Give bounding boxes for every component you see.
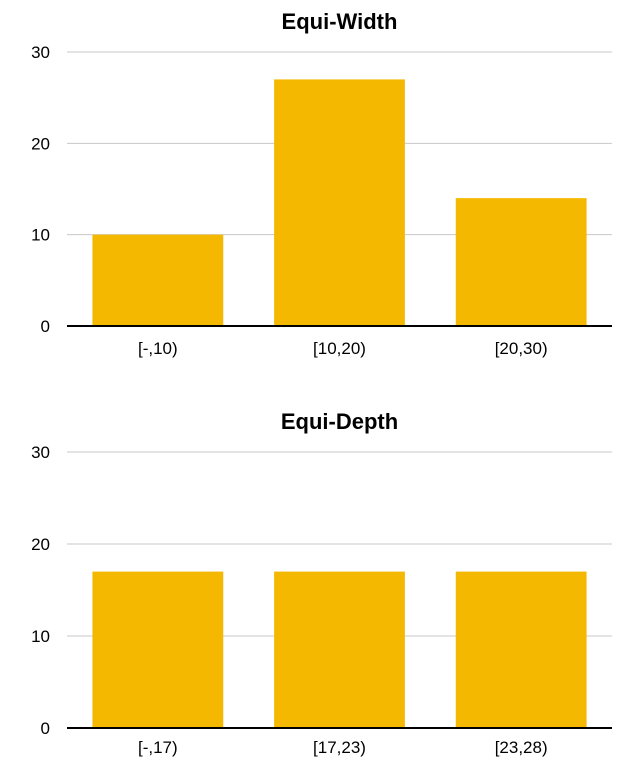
equi-width-bar — [92, 234, 224, 326]
equi-width-chart-svg: Equi-Width 0 10 20 30 [-,10) [10,20) [20,30) — [31, 9, 612, 358]
equi-depth-y-tick-label: 20 — [31, 535, 50, 554]
equi-width-category-label: [10,20) — [313, 339, 366, 358]
equi-width-title: Equi-Width — [282, 9, 398, 34]
equi-width-category-label: [20,30) — [495, 339, 548, 358]
equi-depth-y-tick-label: 0 — [41, 719, 50, 738]
equi-depth-chart-svg: Equi-Depth 0 10 20 30 [-,17) [17,23) [23,28) — [31, 409, 612, 757]
equi-width-y-tick-label: 20 — [31, 134, 50, 153]
equi-depth-bar — [92, 571, 224, 728]
equi-depth-category-label: [17,23) — [313, 738, 366, 757]
equi-depth-title: Equi-Depth — [281, 409, 398, 434]
equi-width-category-label: [-,10) — [138, 339, 178, 358]
equi-depth-chart: Equi-Depth 0 10 20 30 [-,17) [17,23) [23,28) — [0, 392, 621, 757]
equi-width-y-tick-label: 0 — [41, 317, 50, 336]
equi-depth-category-label: [23,28) — [495, 738, 548, 757]
equi-width-chart: Equi-Width 0 10 20 30 [-,10) [10,20) [20,30) — [0, 0, 621, 370]
equi-depth-bar — [455, 571, 587, 728]
equi-depth-y-tick-label: 10 — [31, 627, 50, 646]
equi-depth-y-tick-label: 30 — [31, 443, 50, 462]
equi-width-y-tick-label: 10 — [31, 226, 50, 245]
equi-width-bar — [274, 79, 405, 327]
equi-depth-category-label: [-,17) — [138, 738, 178, 757]
equi-width-bar — [455, 198, 587, 326]
equi-depth-bar — [274, 571, 405, 728]
equi-width-y-tick-label: 30 — [31, 43, 50, 62]
